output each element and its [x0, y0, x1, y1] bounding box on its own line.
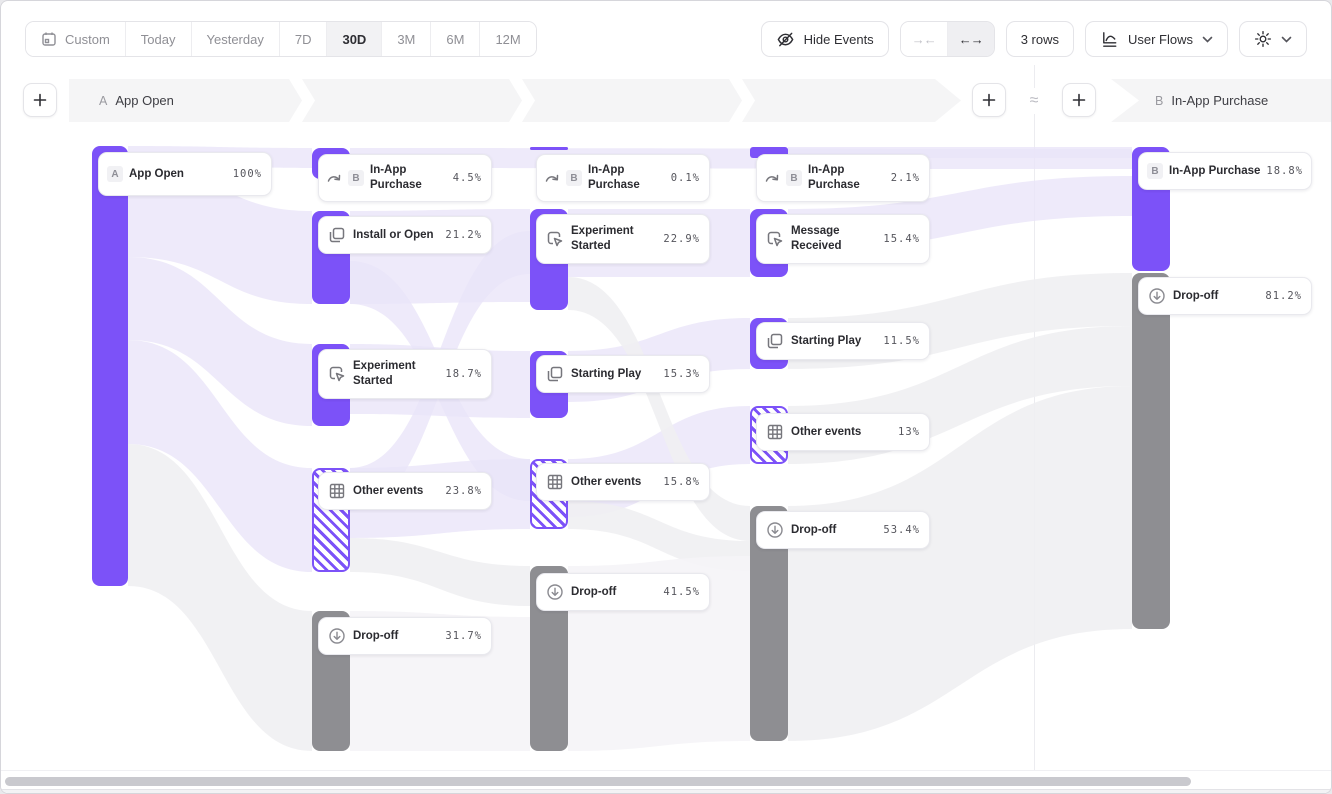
toolbar: Custom Today Yesterday 7D 30D 3M 6M 12M …: [1, 1, 1331, 77]
skip-arrow-icon: [765, 174, 779, 182]
node-bar-inapp-purchase[interactable]: [750, 147, 788, 158]
step-separator-chevron: [289, 79, 315, 122]
step-separator-chevron: [729, 79, 755, 122]
flow-a-label: App Open: [115, 93, 174, 108]
event-b-badge: B: [566, 170, 582, 186]
copy-icon: [547, 366, 563, 382]
flow-b-label: In-App Purchase: [1171, 93, 1269, 108]
add-step-middle-right-button[interactable]: [1062, 83, 1096, 117]
flow-header-right[interactable]: B In-App Purchase: [1111, 79, 1331, 122]
expand-columns-button[interactable]: ←→: [947, 22, 994, 56]
plus-icon: [33, 93, 47, 107]
flow-node-other-events[interactable]: Other events 15.8%: [536, 463, 710, 501]
date-range-30d-selected[interactable]: 30D: [327, 22, 383, 56]
settings-dropdown[interactable]: [1239, 21, 1307, 57]
chevron-down-icon: [1202, 36, 1213, 43]
event-a-badge: A: [107, 166, 123, 182]
date-range-12m[interactable]: 12M: [480, 22, 536, 56]
click-icon: [547, 231, 563, 247]
date-range-7d[interactable]: 7D: [279, 22, 328, 56]
grid-icon: [329, 483, 345, 499]
horizontal-scrollbar-track[interactable]: [1, 770, 1331, 793]
node-bar-inapp-purchase[interactable]: [530, 147, 568, 150]
flow-node-experiment-started[interactable]: Experiment Started 22.9%: [536, 214, 710, 264]
flow-b-title: B In-App Purchase: [1111, 93, 1268, 108]
flow-node-inapp-purchase[interactable]: B In-App Purchase 0.1%: [536, 154, 710, 202]
date-range-today[interactable]: Today: [125, 22, 192, 56]
flow-node-drop-off-target[interactable]: Drop-off 81.2%: [1138, 277, 1312, 315]
step-separator-chevron: [509, 79, 535, 122]
flow-node-other-events[interactable]: Other events 13%: [756, 413, 930, 451]
horizontal-scrollbar-thumb[interactable]: [5, 777, 1191, 786]
flow-node-app-open[interactable]: A App Open 100%: [98, 152, 272, 196]
chart-type-dropdown[interactable]: User Flows: [1084, 21, 1228, 57]
copy-icon: [329, 227, 345, 243]
node-bar-app-open[interactable]: [92, 146, 128, 586]
hide-events-button[interactable]: Hide Events: [760, 21, 889, 57]
flow-node-inapp-purchase-target[interactable]: B In-App Purchase 18.8%: [1138, 152, 1312, 190]
gear-icon: [1254, 30, 1272, 48]
drop-off-icon: [767, 522, 783, 538]
event-b-badge: B: [786, 170, 802, 186]
copy-icon: [767, 333, 783, 349]
flow-node-drop-off[interactable]: Drop-off 31.7%: [318, 617, 492, 655]
plus-icon: [1072, 93, 1086, 107]
eye-off-icon: [777, 32, 794, 46]
flow-node-inapp-purchase[interactable]: B In-App Purchase 4.5%: [318, 154, 492, 202]
skip-arrow-icon: [545, 174, 559, 182]
flow-node-drop-off[interactable]: Drop-off 53.4%: [756, 511, 930, 549]
rows-button[interactable]: 3 rows: [1005, 21, 1074, 57]
date-range-label: Custom: [65, 31, 110, 47]
flow-node-other-events[interactable]: Other events 23.8%: [318, 472, 492, 510]
date-range-custom[interactable]: Custom: [26, 22, 126, 56]
event-b-badge: B: [1147, 163, 1163, 179]
flow-node-experiment-started[interactable]: Experiment Started 18.7%: [318, 349, 492, 399]
line-chart-icon: [1103, 31, 1117, 47]
flow-b-badge: B: [1155, 93, 1164, 108]
flow-header-left[interactable]: A App Open: [69, 79, 961, 122]
drop-off-icon: [329, 628, 345, 644]
node-bar-drop-off-target[interactable]: [1132, 273, 1170, 629]
collapse-columns-button[interactable]: →←: [900, 22, 948, 56]
flow-node-install-or-open[interactable]: Install or Open 21.2%: [318, 216, 492, 254]
event-b-badge: B: [348, 170, 364, 186]
date-range-3m[interactable]: 3M: [382, 22, 432, 56]
date-range-selector: Custom Today Yesterday 7D 30D 3M 6M 12M: [25, 21, 537, 57]
flow-node-starting-play[interactable]: Starting Play 15.3%: [536, 355, 710, 393]
add-step-left-button[interactable]: [23, 83, 57, 117]
date-range-yesterday[interactable]: Yesterday: [191, 22, 280, 56]
flow-a-title: A App Open: [69, 93, 174, 108]
flow-node-starting-play[interactable]: Starting Play 11.5%: [756, 322, 930, 360]
grid-icon: [767, 424, 783, 440]
flow-node-message-received[interactable]: Message Received 15.4%: [756, 214, 930, 264]
date-range-6m[interactable]: 6M: [431, 22, 481, 56]
flow-node-drop-off[interactable]: Drop-off 41.5%: [536, 573, 710, 611]
add-step-middle-left-button[interactable]: [972, 83, 1006, 117]
chevron-down-icon: [1281, 36, 1292, 43]
flow-a-badge: A: [99, 93, 108, 108]
drop-off-icon: [547, 584, 563, 600]
plus-icon: [982, 93, 996, 107]
click-icon: [329, 366, 345, 382]
drop-off-icon: [1149, 288, 1165, 304]
toolbar-right-group: Hide Events →← ←→ 3 rows User Flows: [760, 21, 1307, 57]
calendar-icon: [42, 32, 56, 46]
bottom-strip: [1, 789, 1331, 793]
collapse-expand-toggle: →← ←→: [899, 21, 995, 57]
flow-node-inapp-purchase[interactable]: B In-App Purchase 2.1%: [756, 154, 930, 202]
skip-arrow-icon: [327, 174, 341, 182]
grid-icon: [547, 474, 563, 490]
click-icon: [767, 231, 783, 247]
approx-symbol: ≈: [1020, 88, 1048, 114]
